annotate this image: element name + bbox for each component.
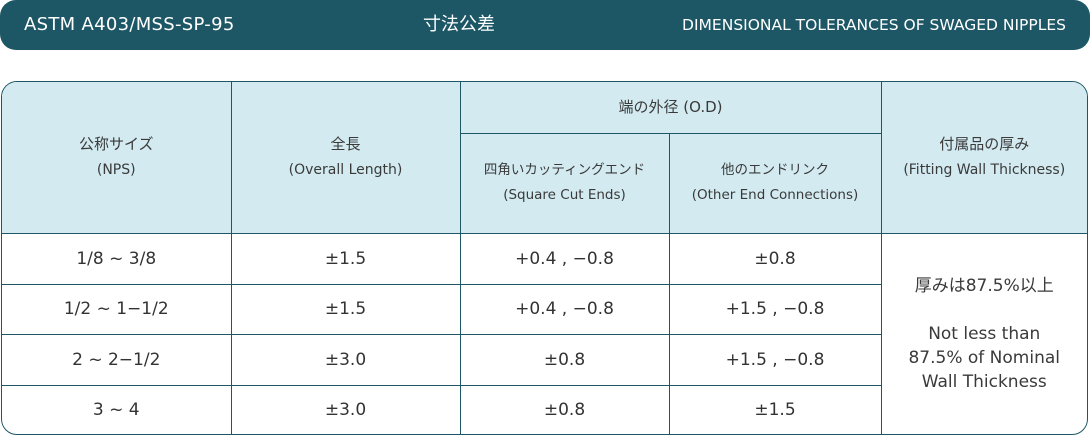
table-row: 3 ~ 4 ±3.0 ±0.8 ±1.5	[2, 384, 1087, 434]
cell-length: ±1.5	[230, 283, 461, 335]
cell-other: ±0.8	[668, 232, 882, 285]
header-square-cut: 四角いカッティングエンド (Square Cut Ends)	[460, 132, 670, 234]
header-length: 全長 (Overall Length)	[230, 82, 461, 234]
cell-square: +0.4 , −0.8	[459, 232, 670, 285]
wall-note-jp: 厚みは87.5%以上	[914, 275, 1054, 296]
header-length-jp: 全長	[330, 135, 361, 154]
cell-nps: 2 ~ 2−1/2	[2, 333, 232, 386]
header-nps-jp: 公称サイズ	[78, 135, 154, 154]
cell-square: ±0.8	[459, 333, 670, 386]
cell-square: ±0.8	[459, 384, 670, 434]
title-japanese: 寸法公差	[423, 14, 495, 35]
title-english: DIMENSIONAL TOLERANCES OF SWAGED NIPPLES	[682, 16, 1066, 34]
wall-thickness-note: 厚みは87.5%以上 Not less than 87.5% of Nomina…	[880, 232, 1087, 434]
header-wall-jp: 付属品の厚み	[939, 135, 1030, 154]
wall-note-en-3: Wall Thickness	[921, 371, 1047, 392]
cell-length: ±3.0	[230, 384, 461, 434]
cell-other: +1.5 , −0.8	[668, 283, 881, 335]
standard-label: ASTM A403/MSS-SP-95	[24, 14, 235, 35]
title-banner: ASTM A403/MSS-SP-95 寸法公差 DIMENSIONAL TOL…	[0, 0, 1090, 50]
header-nps-en: (NPS)	[96, 162, 136, 179]
header-wall: 付属品の厚み (Fitting Wall Thickness)	[880, 82, 1087, 234]
header-square-jp: 四角いカッティングエンド	[483, 162, 646, 178]
header-other-end: 他のエンドリンク (Other End Connections)	[668, 132, 881, 234]
cell-other: ±1.5	[668, 384, 881, 434]
header-nps: 公称サイズ (NPS)	[2, 82, 232, 234]
header-od-group: 端の外径 (O.D)	[459, 82, 882, 134]
header-od-group-label: 端の外径 (O.D)	[618, 98, 723, 117]
cell-nps: 3 ~ 4	[2, 384, 232, 434]
table-row: 2 ~ 2−1/2 ±3.0 ±0.8 +1.5 , −0.8	[2, 333, 1087, 386]
cell-length: ±1.5	[230, 232, 461, 285]
cell-nps: 1/8 ~ 3/8	[2, 232, 232, 285]
header-other-jp: 他のエンドリンク	[721, 162, 829, 178]
cell-nps: 1/2 ~ 1−1/2	[2, 283, 232, 335]
header-square-en: (Square Cut Ends)	[503, 187, 626, 203]
header-wall-en: (Fitting Wall Thickness)	[903, 162, 1066, 179]
header-length-en: (Overall Length)	[288, 162, 403, 179]
wall-note-en-2: 87.5% of Nominal	[908, 347, 1060, 368]
tolerance-table: 公称サイズ (NPS) 全長 (Overall Length) 端の外径 (O.…	[1, 81, 1088, 435]
cell-other: +1.5 , −0.8	[668, 333, 881, 386]
wall-note-en-1: Not less than	[928, 323, 1041, 344]
table-row: 1/8 ~ 3/8 ±1.5 +0.4 , −0.8 ±0.8 厚みは87.5%…	[2, 232, 1087, 434]
cell-length: ±3.0	[230, 333, 461, 386]
header-other-en: (Other End Connections)	[691, 187, 859, 203]
cell-square: +0.4 , −0.8	[459, 283, 670, 335]
